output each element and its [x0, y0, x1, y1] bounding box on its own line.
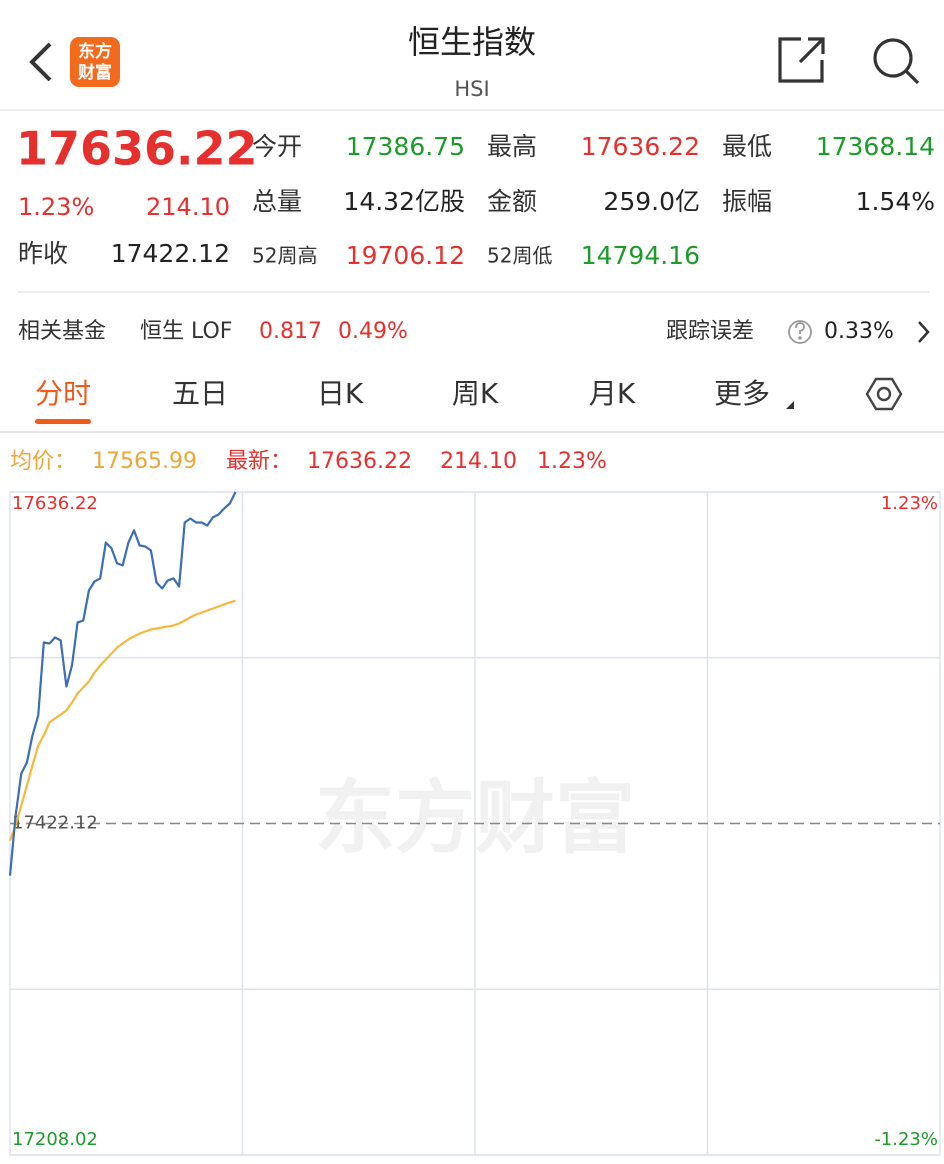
y2-tick-label: 1.23%: [881, 493, 938, 514]
change-percent: 1.23%: [18, 193, 94, 221]
avg-label: 均价：: [10, 449, 76, 474]
tab[interactable]: 分时: [35, 377, 91, 410]
active-tab-indicator: [35, 419, 91, 424]
tab-bar: 分时 五日 日K 周K 月K 更多: [35, 377, 770, 424]
logo-text: 东方: [78, 41, 112, 62]
share-button[interactable]: [778, 37, 825, 83]
price-line: [8, 599, 236, 841]
app-logo: [70, 37, 120, 87]
field-label: 最低: [722, 132, 772, 161]
field-label: 52周高: [252, 244, 317, 268]
fund-name: 恒生 LOF: [140, 319, 232, 344]
tab[interactable]: 更多: [714, 377, 770, 410]
field-value: 19706.12: [346, 241, 465, 270]
back-button[interactable]: [29, 42, 52, 82]
quote-panel: 17636.22 1.23% 214.10 昨收 17422.12 今开 1738…: [16, 122, 935, 271]
field-value: 17386.75: [346, 132, 465, 161]
price-line: [8, 491, 237, 876]
field-value: 1.54%: [856, 187, 935, 216]
fund-price: 0.817: [259, 319, 322, 344]
last-change: 214.10: [440, 449, 517, 474]
last-change-percent: 1.23%: [537, 449, 607, 474]
tracking-error: 0.33%: [824, 319, 894, 344]
last-price: 17636.22: [16, 122, 258, 176]
last-label: 最新：: [226, 449, 292, 474]
change-amount: 214.10: [146, 193, 230, 221]
avg-value: 17565.99: [92, 449, 197, 474]
field-label: 昨收: [18, 239, 68, 268]
field-value: 14794.16: [581, 241, 700, 270]
tab[interactable]: 日K: [317, 377, 364, 410]
field-label: 52周低: [487, 244, 552, 268]
field-value: 17422.12: [111, 239, 230, 268]
field-label: 振幅: [722, 187, 772, 216]
y2-tick-label: -1.23%: [874, 1129, 938, 1150]
settings-button[interactable]: [865, 377, 903, 411]
field-value: 259.0亿: [603, 187, 700, 216]
fund-label: 相关基金: [18, 319, 106, 344]
chevron: [918, 321, 930, 343]
field-label: 金额: [487, 187, 537, 216]
field-value: 17636.22: [581, 132, 700, 161]
field-label: 总量: [252, 187, 302, 216]
related-fund[interactable]: 相关基金 恒生 LOF 0.817 0.49% 跟踪误差 0.33%: [18, 319, 930, 344]
help-icon[interactable]: [788, 320, 812, 344]
fund-change: 0.49%: [338, 319, 408, 344]
field-value: 14.32亿股: [343, 187, 465, 216]
y-tick-label: 17422.12: [12, 813, 98, 834]
last-value: 17636.22: [307, 449, 412, 474]
page-title: 恒生指数: [408, 23, 536, 61]
search-button[interactable]: [873, 38, 920, 85]
y-tick-label: 17208.02: [12, 1129, 98, 1150]
tab[interactable]: 周K: [452, 377, 499, 410]
tab[interactable]: 月K: [589, 377, 636, 410]
tracking-label: 跟踪误差: [666, 319, 754, 344]
field-label: 最高: [487, 132, 537, 161]
page-subtitle: HSI: [454, 77, 489, 101]
field-value: 17368.14: [816, 132, 935, 161]
dropdown-indicator: [786, 401, 794, 409]
logo-text: 财富: [77, 62, 112, 83]
tab[interactable]: 五日: [172, 377, 228, 410]
field-label: 今开: [252, 132, 302, 161]
y-tick-label: 17636.22: [12, 493, 98, 514]
